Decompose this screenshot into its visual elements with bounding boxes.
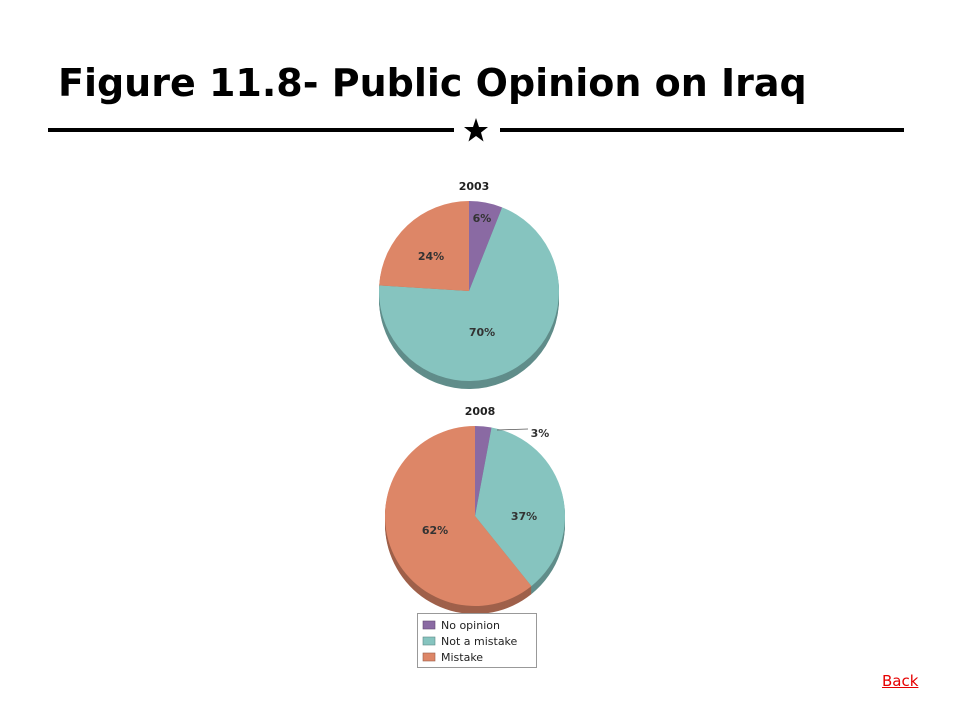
slice-label: 37% [511,510,537,523]
pie-title: 2003 [459,180,490,193]
pie-slice-not-a-mistake [475,427,566,587]
pie-slice-not-a-mistake [379,207,560,382]
slice-label: 62% [422,524,448,537]
slice-label: 6% [473,212,492,225]
pie-slice-no-opinion [469,201,503,291]
pie-slice-no-opinion [475,426,492,516]
title-divider-right [500,128,904,132]
slice-label: 24% [418,250,444,263]
pie-chart-2003: 2003 6% 70% 24% [379,180,560,390]
legend-label: Not a mistake [441,635,518,648]
slice-label: 3% [531,427,550,440]
legend-box [417,613,537,668]
legend-swatch [422,652,436,662]
pie-title: 2008 [465,405,496,418]
legend-swatch [422,636,436,646]
chart-legend: No opinion Not a mistake Mistake [417,613,537,668]
slide-title: Figure 11.8- Public Opinion on Iraq [58,61,807,105]
legend-label: Mistake [441,651,483,664]
pie-chart-2008: 2008 3% 37% 62% [385,405,566,614]
star-icon [464,118,488,142]
pie-slice-mistake [379,201,469,291]
leader-line [496,428,529,431]
pie-slice-mistake [385,426,532,606]
legend-swatch [422,620,436,630]
slice-label: 70% [469,326,495,339]
title-divider-left [48,128,454,132]
legend-label: No opinion [441,619,500,632]
back-link[interactable]: Back [882,672,919,690]
